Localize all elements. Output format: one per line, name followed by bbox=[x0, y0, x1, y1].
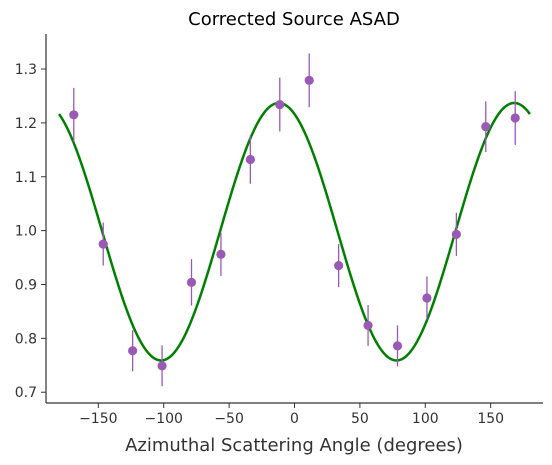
data-point bbox=[216, 249, 226, 259]
x-axis-label: Azimuthal Scattering Angle (degrees) bbox=[125, 435, 463, 456]
y-tick-label: 1.0 bbox=[15, 224, 37, 240]
chart-title: Corrected Source ASAD bbox=[188, 9, 400, 30]
data-point bbox=[334, 261, 344, 271]
x-tick-label: −50 bbox=[214, 411, 244, 427]
y-tick-label: 1.1 bbox=[15, 170, 37, 186]
data-point bbox=[510, 113, 520, 123]
ticks: −150 −100 −50 0 50 100 150 0.7 0.8 0.9 1.0 1.1 1.2 1.… bbox=[15, 62, 504, 427]
y-tick-label: 0.7 bbox=[15, 385, 37, 401]
x-tick-label: −150 bbox=[79, 411, 117, 427]
data-point bbox=[186, 277, 197, 287]
data-point bbox=[422, 293, 432, 303]
fit-curve bbox=[58, 101, 531, 362]
data-point bbox=[69, 110, 79, 120]
data-point bbox=[157, 361, 167, 371]
x-tick-label: 100 bbox=[412, 411, 439, 427]
data-point bbox=[128, 346, 138, 356]
data-point bbox=[98, 239, 108, 249]
fit-curve-group bbox=[58, 101, 531, 362]
y-tick-label: 0.8 bbox=[15, 331, 37, 347]
x-tick-label: 50 bbox=[351, 411, 369, 427]
y-tick-label: 1.3 bbox=[15, 62, 37, 78]
data-point bbox=[392, 341, 403, 351]
data-point bbox=[245, 154, 255, 165]
data-point bbox=[363, 320, 373, 331]
y-tick-label: 1.2 bbox=[15, 116, 37, 132]
y-tick-label: 0.9 bbox=[15, 277, 37, 293]
data-point bbox=[481, 122, 491, 132]
x-tick-label: 0 bbox=[290, 411, 299, 427]
data-point bbox=[275, 99, 285, 110]
data-points-group bbox=[69, 53, 520, 387]
data-point bbox=[451, 229, 461, 239]
x-tick-label: 150 bbox=[477, 411, 504, 427]
x-tick-label: −100 bbox=[144, 411, 182, 427]
data-point bbox=[304, 75, 314, 85]
